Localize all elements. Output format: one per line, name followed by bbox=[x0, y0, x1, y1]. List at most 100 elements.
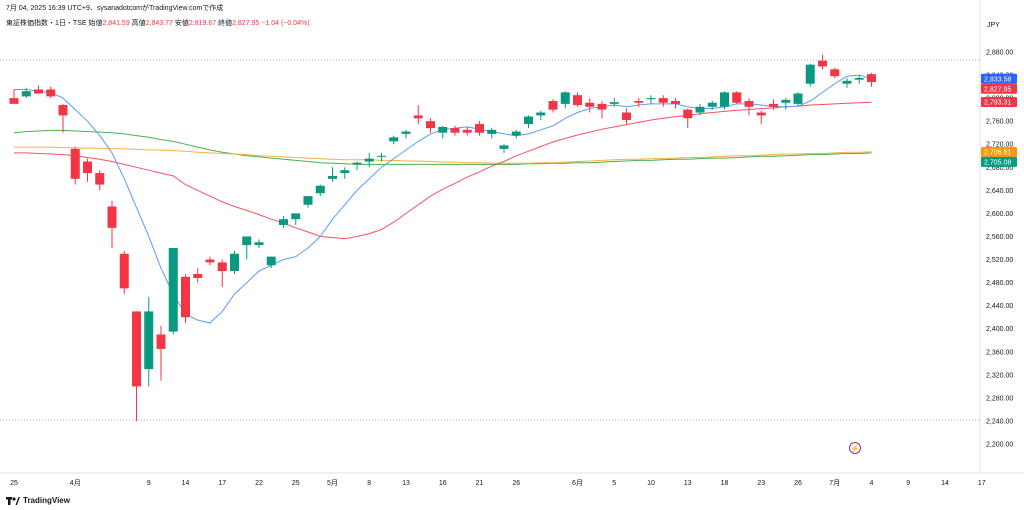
candle-body bbox=[732, 92, 742, 103]
x-tick-label: 21 bbox=[476, 480, 484, 487]
candle-body bbox=[842, 80, 852, 84]
x-tick-label: 8 bbox=[367, 480, 371, 487]
candle-body bbox=[119, 253, 129, 289]
x-tick-label: 7月 bbox=[829, 479, 840, 487]
price-label: 2,706.81 bbox=[984, 149, 1011, 156]
candle-body bbox=[230, 253, 239, 272]
candle-body bbox=[462, 129, 472, 133]
candle-body bbox=[193, 273, 203, 278]
x-tick-label: 17 bbox=[218, 480, 226, 487]
y-tick-label: 2,440.00 bbox=[986, 303, 1013, 310]
candle-body bbox=[328, 175, 337, 179]
candle-body bbox=[156, 334, 166, 349]
candle-body bbox=[622, 112, 631, 121]
x-tick-label: 26 bbox=[512, 480, 520, 487]
candle-body bbox=[707, 102, 717, 107]
candle-body bbox=[83, 161, 92, 174]
price-label: 2,705.08 bbox=[984, 159, 1011, 166]
price-label-bg bbox=[981, 96, 1017, 107]
y-tick-label: 2,480.00 bbox=[986, 280, 1013, 287]
y-tick-label: 2,360.00 bbox=[986, 349, 1013, 356]
candle-body bbox=[475, 124, 484, 133]
open-label: 始値 bbox=[88, 20, 103, 27]
candle-body bbox=[144, 311, 154, 370]
change-value: −1.04 (−0.04%) bbox=[261, 20, 310, 27]
y-tick-label: 2,880.00 bbox=[986, 50, 1013, 57]
price-label: 2,793.31 bbox=[984, 99, 1011, 106]
chart-caption: 7月 04, 2025 16:39 UTC+9、sysanadotcomがTra… bbox=[6, 3, 223, 13]
ma-line-blue bbox=[14, 74, 872, 324]
lightning-icon[interactable]: ⚡ bbox=[849, 442, 861, 454]
symbol-label[interactable]: 東証株価指数・1日・TSE bbox=[6, 20, 87, 27]
candle-body bbox=[560, 92, 570, 104]
candle-body bbox=[9, 98, 19, 104]
candle-body bbox=[609, 102, 619, 104]
y-tick-label: 2,560.00 bbox=[986, 234, 1013, 241]
price-label: 2,833.58 bbox=[984, 76, 1011, 83]
candle-body bbox=[487, 129, 497, 134]
candle-body bbox=[597, 103, 607, 110]
candle-body bbox=[634, 101, 644, 103]
candle-body bbox=[511, 131, 521, 136]
y-tick-label: 2,760.00 bbox=[986, 119, 1013, 126]
x-tick-label: 25 bbox=[292, 480, 300, 487]
candle-body bbox=[646, 98, 656, 100]
candle-body bbox=[364, 158, 374, 162]
candle-body bbox=[95, 173, 105, 185]
candle-body bbox=[168, 248, 178, 332]
price-labels: 2,833.58 2,827.95 2,793.31 2,706.81 2,705.08 bbox=[981, 73, 1017, 167]
candle-body bbox=[585, 102, 595, 107]
candle-body bbox=[352, 162, 362, 165]
x-tick-label: 13 bbox=[402, 480, 410, 487]
candle-body bbox=[524, 116, 533, 125]
open-value: 2,841.59 bbox=[102, 20, 130, 27]
high-value: 2,843.77 bbox=[145, 20, 173, 27]
close-label: 終値 bbox=[218, 20, 233, 27]
y-tick-label: 2,720.00 bbox=[986, 142, 1013, 149]
currency-label[interactable]: JPY bbox=[987, 22, 1000, 29]
low-label: 安値 bbox=[174, 20, 189, 27]
high-label: 高値 bbox=[131, 20, 146, 27]
candle-body bbox=[658, 98, 668, 103]
candle-body bbox=[279, 219, 288, 225]
ohlc-header: 東証株価指数・1日・TSE 始値2,841.59 高値2,843.77 安値2,… bbox=[6, 18, 310, 28]
candle-body bbox=[781, 99, 791, 103]
candle-body bbox=[401, 131, 411, 134]
candle-body bbox=[769, 103, 778, 107]
y-tick-label: 2,200.00 bbox=[986, 442, 1013, 449]
price-label: 2,827.95 bbox=[984, 86, 1011, 93]
candle-body bbox=[107, 206, 117, 228]
candle-body bbox=[854, 77, 864, 80]
candle-body bbox=[389, 137, 399, 142]
candle-body bbox=[818, 60, 827, 67]
y-tick-label: 2,680.00 bbox=[986, 165, 1013, 172]
caption-text: 7月 04, 2025 16:39 UTC+9、sysanadotcomがTra… bbox=[6, 5, 224, 12]
candle-body bbox=[340, 170, 350, 174]
candle-body bbox=[217, 262, 227, 272]
x-tick-label: 14 bbox=[182, 480, 190, 487]
candle-body bbox=[573, 95, 582, 106]
candle-body bbox=[756, 112, 766, 116]
time-axis: 25 4月 9 14 17 22 25 5月 8 13 16 21 26 6月 5 10 13 18 23 26 7月 4… bbox=[10, 479, 986, 487]
candle-body bbox=[266, 256, 276, 266]
x-tick-label: 6月 bbox=[572, 479, 583, 487]
x-tick-label: 26 bbox=[794, 480, 802, 487]
y-tick-label: 2,320.00 bbox=[986, 372, 1013, 379]
candle-body bbox=[830, 69, 840, 77]
x-tick-label: 10 bbox=[647, 480, 655, 487]
x-tick-label: 14 bbox=[941, 480, 949, 487]
ma-line-orange bbox=[14, 146, 872, 164]
candle-body bbox=[793, 93, 803, 104]
candle-body bbox=[291, 213, 301, 220]
x-tick-label: 25 bbox=[10, 480, 18, 487]
candle-body bbox=[242, 236, 252, 246]
x-tick-label: 4月 bbox=[70, 479, 81, 487]
tradingview-logo-icon bbox=[6, 497, 20, 505]
candle-body bbox=[34, 89, 43, 94]
candle-body bbox=[254, 242, 264, 246]
ma-line-green bbox=[13, 129, 872, 165]
y-tick-label: 2,400.00 bbox=[986, 326, 1013, 333]
y-tick-label: 2,520.00 bbox=[986, 257, 1013, 264]
price-label-bg bbox=[981, 156, 1017, 167]
